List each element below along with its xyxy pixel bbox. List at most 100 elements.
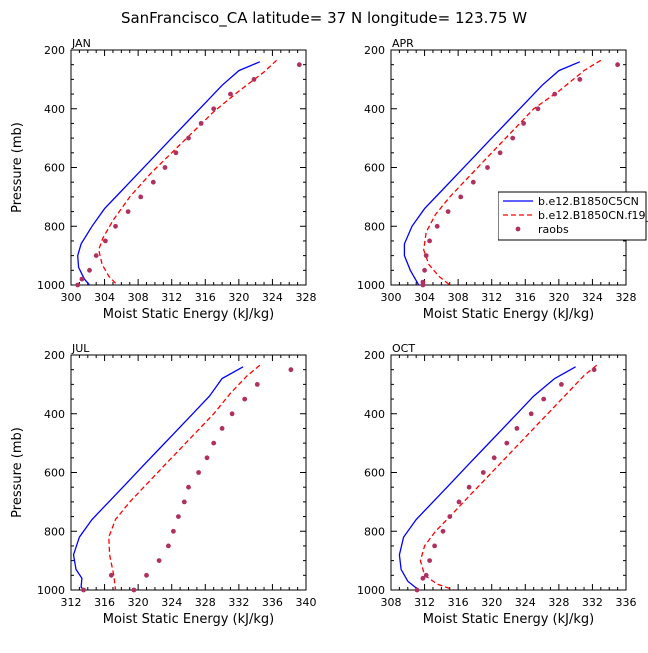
raobs-point [81,587,86,593]
y-tick-label: 800 [44,525,65,538]
raobs-point [162,165,168,170]
raobs-point [211,106,217,112]
raobs-point [288,367,294,373]
raobs-point [75,282,81,288]
x-tick-label: 324 [582,291,603,304]
plot-frame [390,49,627,286]
raobs-point [591,367,597,373]
raobs-point [186,135,191,141]
raobs-point [186,484,191,490]
raobs-point [229,411,235,417]
x-tick-label: 336 [262,596,283,609]
raobs-point [559,382,564,387]
raobs-point [427,558,432,563]
raobs-point [510,135,516,141]
x-tick-label: 300 [381,291,402,304]
y-tick-label: 600 [44,162,65,175]
series-line-cn [423,59,602,285]
x-tick-label: 320 [481,596,502,609]
y-tick-label: 1000 [357,279,385,292]
x-tick-label: 332 [228,596,249,609]
x-tick-label: 336 [616,596,637,609]
raobs-point [87,267,92,273]
x-tick-label: 340 [296,596,317,609]
raobs-point [504,440,510,446]
raobs-point [491,455,497,461]
raobs-point [514,426,520,431]
raobs-point [176,514,181,519]
raobs-point [466,484,472,490]
raobs-point [171,528,176,534]
y-tick-label: 1000 [357,584,385,597]
x-tick-label: 324 [515,596,536,609]
raobs-point [144,572,149,578]
x-tick-label: 316 [94,596,115,609]
x-tick-label: 328 [548,596,569,609]
raobs-point [535,106,541,112]
raobs-point [528,411,534,417]
raobs-point [552,91,558,97]
x-tick-label: 320 [228,291,249,304]
x-tick-label: 320 [128,596,149,609]
legend-entry: raobs [538,223,569,236]
y-tick-label: 1000 [37,279,65,292]
x-axis-label: Moist Static Energy (kJ/kg) [423,307,594,322]
raobs-point [196,470,202,475]
x-tick-label: 312 [61,596,82,609]
x-tick-label: 308 [381,596,402,609]
raobs-point [414,587,420,593]
raobs-point [150,179,156,185]
series-line-c5cn [398,366,576,590]
raobs-point [93,253,99,258]
legend-box [498,191,647,241]
panel-label: OCT [392,342,415,355]
series-line-cn [98,59,278,285]
raobs-point [219,426,225,431]
y-tick-label: 400 [44,408,65,421]
x-tick-label: 312 [414,596,435,609]
plot-frame [390,354,627,591]
y-tick-label: 400 [44,103,65,116]
raobs-point [108,572,114,578]
raobs-point [420,575,426,581]
legend-entry: b.e12.B1850CN.f19_g16.rhminl.010.4k [538,209,648,222]
series-line-cn [419,364,598,590]
raobs-point [181,499,187,505]
y-tick-label: 800 [364,525,385,538]
legend-entry: b.e12.B1850C5CN [538,195,639,208]
y-tick-label: 800 [364,220,385,233]
raobs-point [423,253,429,258]
raobs-point [427,238,432,244]
raobs-point [458,194,464,200]
raobs-point [166,543,171,549]
raobs-point [480,470,486,475]
x-tick-label: 300 [61,291,82,304]
raobs-point [447,514,453,519]
x-tick-label: 308 [448,291,469,304]
y-axis-label: Pressure (mb) [10,427,25,518]
y-axis-label: Pressure (mb) [10,122,25,213]
x-tick-label: 328 [195,596,216,609]
raobs-point [485,165,490,170]
legend-swatch-point [515,226,521,232]
panel-jan: JAN 300 304 308 312 316 320 324 328 200 400 600 800 1… [10,37,317,322]
raobs-point [422,267,427,273]
raobs-point [456,499,462,505]
raobs-point [211,440,217,446]
series-line-c5cn [72,366,244,590]
raobs-point [79,276,85,282]
x-tick-label: 316 [448,596,469,609]
figure-title: SanFrancisco_CA latitude= 37 N longitude… [121,9,527,28]
raobs-point [445,209,451,215]
y-tick-label: 200 [364,349,385,362]
raobs-point [432,543,437,549]
panel-apr: APR 300 304 308 312 316 320 324 328 200 400 600 800 1… [357,37,648,322]
series-line-c5cn [403,61,581,285]
x-tick-label: 332 [582,596,603,609]
raobs-point [113,223,118,229]
raobs-point [138,194,144,200]
x-tick-label: 328 [296,291,317,304]
raobs-point [521,121,526,126]
